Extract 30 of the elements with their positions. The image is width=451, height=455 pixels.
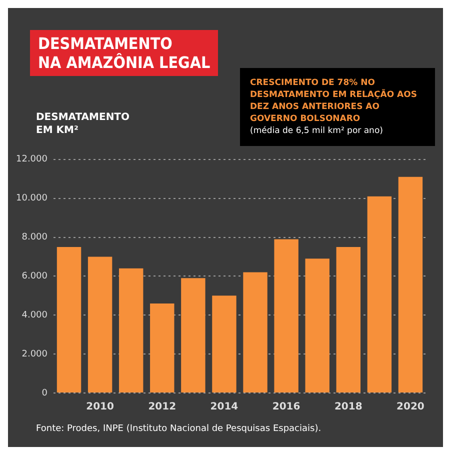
x-tick-label: 2014 <box>210 402 238 413</box>
x-tick-label: 2018 <box>334 402 362 413</box>
bar <box>212 296 236 392</box>
bar <box>274 239 298 392</box>
bar <box>398 176 423 392</box>
y-tick-label: 8.000 <box>22 232 48 243</box>
bar <box>305 258 330 392</box>
bar <box>88 256 112 392</box>
y-tick-label: 0 <box>42 388 48 398</box>
text: (média de 6,5 mil km² por ano) <box>250 125 384 137</box>
bar <box>150 303 174 392</box>
y-tick-label: 4.000 <box>22 310 48 320</box>
chart-title: DESMATAMENTO NA AMAZÔNIA LEGAL <box>30 30 218 76</box>
bar <box>118 268 144 392</box>
y-tick-label: 2.000 <box>22 349 48 360</box>
bar <box>56 247 82 392</box>
y-axis-title: DESMATAMENTO EM KM² <box>36 111 131 137</box>
x-tick-label: 2020 <box>396 402 424 413</box>
x-tick-label: 2012 <box>148 402 176 413</box>
bar <box>181 278 206 392</box>
bar <box>243 272 268 392</box>
y-tick-label: 6.000 <box>22 272 48 282</box>
y-tick-label: 12.000 <box>16 154 48 165</box>
bar <box>336 247 360 392</box>
y-tick-label: 10.000 <box>16 194 48 204</box>
bar <box>367 196 392 392</box>
x-tick-label: 2016 <box>272 402 300 413</box>
x-tick-label: 2010 <box>86 402 114 413</box>
text: CRESCIMENTO DE 78% NO DESMATAMENTO EM RELAÇÃO AOS DEZ ANOS ANTERIORES AO GOVERNO BOLSONARO <box>250 77 418 125</box>
source-note: Fonte: Prodes, INPE (Instituto Nacional de Pesquisas Espaciais). <box>36 424 322 434</box>
